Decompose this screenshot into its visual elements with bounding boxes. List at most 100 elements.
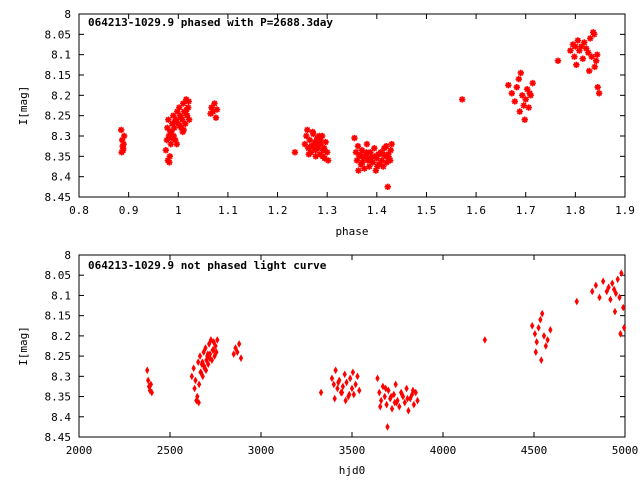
- y-tick-label: 8.4: [51, 411, 71, 424]
- x-tick-label: 3000: [248, 444, 275, 457]
- data-point: [591, 63, 598, 71]
- x-tick-label: 3500: [339, 444, 366, 457]
- data-point: [185, 98, 192, 105]
- data-point: [576, 47, 583, 54]
- data-point: [397, 402, 402, 411]
- x-tick-label: 1.3: [317, 204, 337, 217]
- data-point: [315, 145, 322, 152]
- data-point: [482, 336, 488, 344]
- data-point: [594, 84, 601, 91]
- data-point: [617, 293, 622, 302]
- data-point: [371, 153, 379, 160]
- data-point: [513, 84, 520, 91]
- data-point: [359, 159, 366, 166]
- data-point: [192, 384, 197, 393]
- data-point: [305, 151, 313, 158]
- data-point: [231, 350, 236, 358]
- data-point: [237, 340, 242, 348]
- data-point: [543, 342, 548, 350]
- data-point: [378, 402, 383, 411]
- data-point: [149, 388, 154, 397]
- data-point: [388, 140, 395, 148]
- data-point: [211, 338, 216, 346]
- data-point: [118, 136, 126, 144]
- data-point: [235, 348, 240, 356]
- y-tick-label: 8.25: [45, 350, 72, 363]
- data-point: [309, 128, 316, 136]
- data-point: [529, 79, 536, 87]
- data-point: [524, 86, 531, 93]
- data-point: [525, 104, 532, 111]
- y-tick-label: 8.4: [51, 171, 71, 184]
- data-point: [172, 136, 179, 144]
- data-point: [304, 126, 311, 134]
- data-point: [336, 378, 341, 387]
- y-tick-label: 8.45: [45, 431, 72, 444]
- data-point: [209, 108, 217, 115]
- data-point: [344, 378, 349, 387]
- x-tick-label: 2500: [157, 444, 184, 457]
- data-point: [613, 289, 619, 298]
- data-point: [380, 163, 387, 170]
- data-point: [349, 384, 355, 393]
- data-point: [306, 136, 314, 144]
- chart-title: 064213-1029.9 phased with P=2688.3day: [88, 16, 333, 29]
- y-tick-label: 8.05: [45, 28, 72, 41]
- data-series: [117, 29, 603, 191]
- data-point: [415, 396, 420, 405]
- data-point: [166, 153, 174, 160]
- data-point: [554, 57, 562, 64]
- data-point: [594, 51, 601, 58]
- data-point: [167, 140, 175, 148]
- x-tick-label: 1: [175, 204, 182, 217]
- data-point: [180, 126, 187, 134]
- y-tick-label: 8: [64, 8, 71, 21]
- data-point: [215, 336, 220, 344]
- data-point: [350, 368, 356, 377]
- data-point: [351, 134, 358, 142]
- data-point: [610, 279, 615, 288]
- data-point: [348, 374, 353, 383]
- data-point: [574, 37, 582, 44]
- data-point: [165, 132, 173, 140]
- data-point: [118, 149, 125, 156]
- data-point: [367, 149, 374, 156]
- data-point: [521, 116, 528, 123]
- data-point: [360, 155, 367, 162]
- data-point: [597, 293, 602, 302]
- data-point: [120, 140, 127, 148]
- data-point: [389, 404, 395, 413]
- data-point: [532, 330, 538, 338]
- data-point: [567, 47, 574, 54]
- data-point: [343, 396, 348, 405]
- data-point: [305, 145, 312, 152]
- data-point: [147, 386, 153, 395]
- data-point: [201, 348, 206, 356]
- data-point: [541, 332, 547, 340]
- data-point: [371, 145, 378, 152]
- data-point: [291, 149, 299, 156]
- data-point: [458, 96, 466, 103]
- data-point: [363, 140, 371, 148]
- data-point: [402, 398, 407, 407]
- data-point: [366, 163, 373, 170]
- data-point: [374, 163, 381, 170]
- data-point: [515, 75, 522, 83]
- data-point: [182, 120, 189, 127]
- data-point: [590, 287, 595, 296]
- data-point: [384, 400, 389, 409]
- data-point: [538, 315, 543, 324]
- data-point: [303, 132, 310, 140]
- data-series: [145, 269, 627, 431]
- x-tick-label: 1.4: [367, 204, 387, 217]
- data-point: [573, 61, 580, 69]
- data-point: [182, 110, 189, 117]
- x-tick-label: 0.9: [119, 204, 139, 217]
- data-point: [163, 136, 171, 144]
- y-axis-title: I[mag]: [17, 326, 30, 366]
- x-tick-label: 4000: [430, 444, 457, 457]
- data-point: [148, 380, 154, 389]
- y-tick-label: 8.2: [51, 330, 71, 343]
- plot-frame: [78, 13, 626, 198]
